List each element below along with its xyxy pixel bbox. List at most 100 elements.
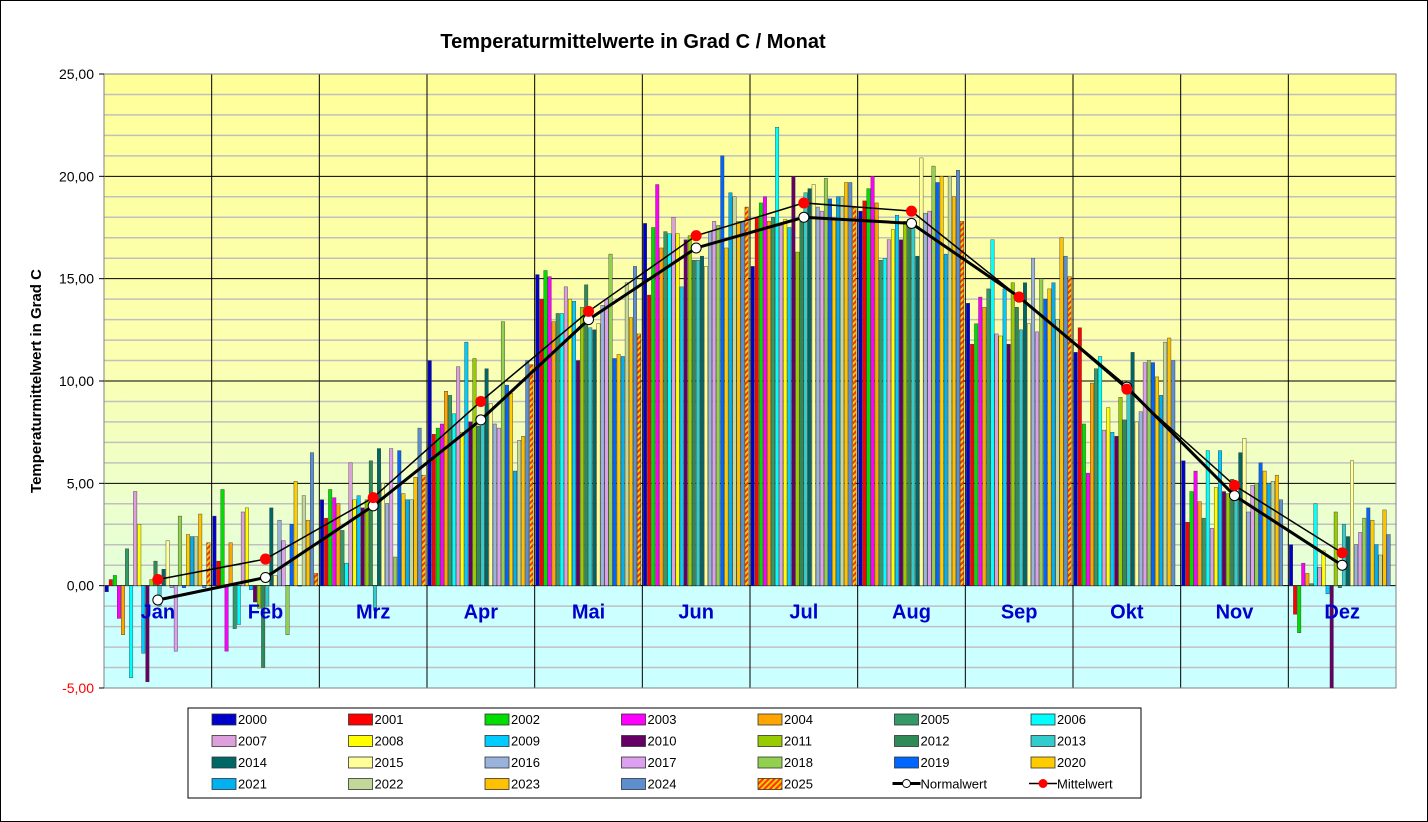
bar-2015-Mai bbox=[596, 323, 601, 586]
bar-2016-Mrz bbox=[385, 503, 390, 586]
bar-2008-Aug bbox=[890, 229, 895, 586]
y-axis-ticks: 25,00 20,00 15,00 10,00 5,00 0,00 -5,00 bbox=[59, 66, 104, 696]
legend-swatch-2010 bbox=[621, 735, 646, 747]
bar-2008-Jun bbox=[675, 233, 680, 586]
bar-2024-Jul bbox=[848, 182, 853, 586]
month-label: Aug bbox=[892, 601, 931, 623]
bar-2024-Jun bbox=[740, 221, 745, 586]
bar-2003-Jul bbox=[762, 196, 767, 586]
bar-2016-Okt bbox=[1138, 411, 1143, 586]
bar-2020-Jul bbox=[832, 219, 836, 586]
legend-label: 2021 bbox=[238, 777, 267, 792]
bar-2004-Jul bbox=[767, 221, 771, 586]
bar-2007-Dez bbox=[1317, 567, 1322, 586]
normalwert-point bbox=[260, 571, 271, 583]
bar-2019-Mai bbox=[612, 358, 617, 586]
bar-2025-Apr bbox=[529, 364, 534, 586]
bar-2023-Aug bbox=[951, 196, 956, 586]
line-Mittelwert bbox=[157, 202, 1343, 581]
bar-2004-Jun bbox=[659, 247, 664, 586]
bar-2006-Apr bbox=[452, 413, 457, 586]
bar-2015-Jun bbox=[704, 266, 708, 586]
legend-label: 2013 bbox=[1057, 734, 1086, 749]
bar-2016-Mai bbox=[600, 305, 605, 586]
bar-2012-Jun bbox=[691, 260, 696, 586]
mittelwert-point bbox=[906, 205, 917, 217]
bar-2000-Jun bbox=[643, 223, 647, 586]
bar-2003-Feb bbox=[224, 585, 229, 652]
legend-label: 2018 bbox=[784, 755, 813, 770]
bar-2009-Jun bbox=[679, 286, 684, 586]
month-label: Mrz bbox=[356, 601, 390, 623]
bar-2012-Mai bbox=[584, 284, 589, 586]
bar-2008-Okt bbox=[1106, 407, 1111, 586]
legend-swatch-2018 bbox=[757, 756, 783, 769]
bar-2024-Mrz bbox=[417, 427, 422, 586]
bar-2006-Mai bbox=[559, 313, 564, 586]
bar-2011-Jun bbox=[687, 235, 692, 586]
bar-2013-Aug bbox=[911, 225, 916, 586]
bar-2018-Jan bbox=[177, 515, 182, 586]
month-label: Jul bbox=[789, 601, 818, 623]
bar-2000-Nov bbox=[1181, 460, 1186, 586]
month-label: Jun bbox=[678, 601, 714, 623]
bar-2009-Mai bbox=[572, 300, 576, 586]
bar-2011-Apr bbox=[472, 358, 477, 586]
month-label: Nov bbox=[1216, 601, 1255, 623]
bar-2007-Mrz bbox=[348, 462, 353, 586]
mittelwert-point bbox=[798, 197, 810, 209]
month-label: Jan bbox=[141, 601, 175, 623]
bar-2025-Jan bbox=[206, 542, 211, 586]
bar-2000-Jul bbox=[750, 266, 755, 586]
legend-swatch-2006 bbox=[1030, 713, 1056, 726]
bar-2017-Jan bbox=[173, 585, 178, 652]
bar-2012-Apr bbox=[476, 425, 481, 586]
bar-2004-Nov bbox=[1197, 501, 1202, 586]
y-axis-label: Temperaturmittelwert in Grad C bbox=[28, 269, 45, 493]
legend-swatch-2007 bbox=[211, 735, 237, 747]
bar-2012-Jul bbox=[799, 219, 804, 586]
bar-2000-Aug bbox=[858, 210, 863, 586]
bar-2016-Nov bbox=[1246, 511, 1251, 586]
bar-2004-Okt bbox=[1090, 382, 1094, 586]
bar-2013-Okt bbox=[1126, 380, 1131, 586]
bar-2010-Sep bbox=[1006, 343, 1011, 586]
bar-2010-Feb bbox=[253, 585, 257, 603]
bar-2014-Jul bbox=[807, 188, 812, 586]
bar-2001-Nov bbox=[1185, 522, 1190, 586]
legend-label: 2001 bbox=[375, 712, 404, 727]
bar-2008-Apr bbox=[460, 431, 465, 586]
bar-2016-Sep bbox=[1031, 258, 1036, 586]
normalwert-point bbox=[1336, 559, 1348, 571]
bar-2012-Okt bbox=[1122, 419, 1127, 586]
bar-2001-Dez bbox=[1293, 585, 1298, 615]
legend-swatch-2022 bbox=[348, 778, 373, 790]
bar-2022-Mrz bbox=[409, 499, 414, 586]
bar-2011-Mai bbox=[580, 307, 585, 586]
bar-2006-Dez bbox=[1313, 503, 1318, 586]
bar-2012-Dez bbox=[1337, 585, 1342, 588]
legend-swatch-2025 bbox=[757, 778, 783, 790]
bar-2019-Aug bbox=[935, 182, 940, 586]
bar-2007-Jan bbox=[133, 491, 138, 586]
bar-2016-Feb bbox=[277, 519, 282, 586]
bar-2005-Mai bbox=[555, 313, 560, 586]
bar-2014-Nov bbox=[1238, 452, 1243, 586]
bar-2017-Dez bbox=[1358, 532, 1363, 586]
bar-2022-Okt bbox=[1163, 341, 1168, 586]
bar-2017-Sep bbox=[1035, 331, 1040, 586]
bar-2021-Apr bbox=[513, 470, 518, 586]
month-label: Okt bbox=[1110, 601, 1144, 623]
month-labels: Jan Feb Mrz Apr Mai Jun Jul Aug Sep Okt Nov Dez bbox=[141, 601, 1360, 623]
bar-2019-Okt bbox=[1151, 362, 1155, 586]
bar-2004-Apr bbox=[444, 391, 448, 586]
bar-2023-Okt bbox=[1167, 337, 1172, 586]
bar-2010-Mrz bbox=[360, 507, 365, 586]
bar-2001-Sep bbox=[970, 343, 975, 586]
bar-2004-Feb bbox=[228, 542, 233, 586]
bar-2001-Jun bbox=[647, 294, 652, 586]
bar-2023-Jan bbox=[198, 513, 203, 586]
legend-label: 2008 bbox=[375, 734, 404, 749]
bar-2007-Mai bbox=[563, 286, 568, 586]
bar-2009-Dez bbox=[1325, 585, 1330, 595]
